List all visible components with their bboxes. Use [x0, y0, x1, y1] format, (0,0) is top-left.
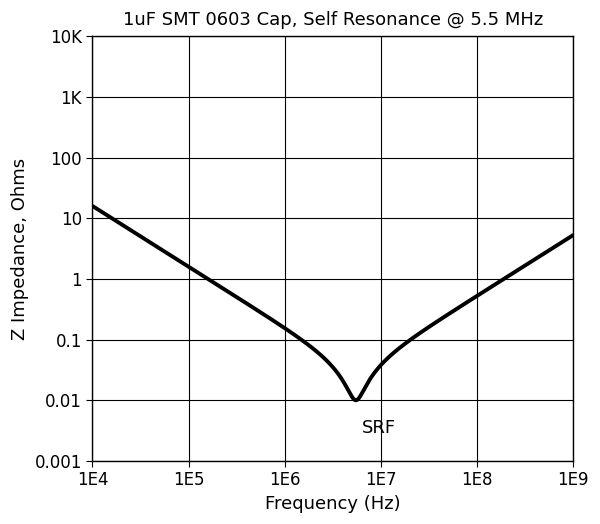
Title: 1uF SMT 0603 Cap, Self Resonance @ 5.5 MHz: 1uF SMT 0603 Cap, Self Resonance @ 5.5 M… — [122, 11, 543, 29]
Text: SRF: SRF — [362, 419, 396, 436]
X-axis label: Frequency (Hz): Frequency (Hz) — [265, 495, 401, 513]
Y-axis label: Z Impedance, Ohms: Z Impedance, Ohms — [11, 158, 29, 340]
